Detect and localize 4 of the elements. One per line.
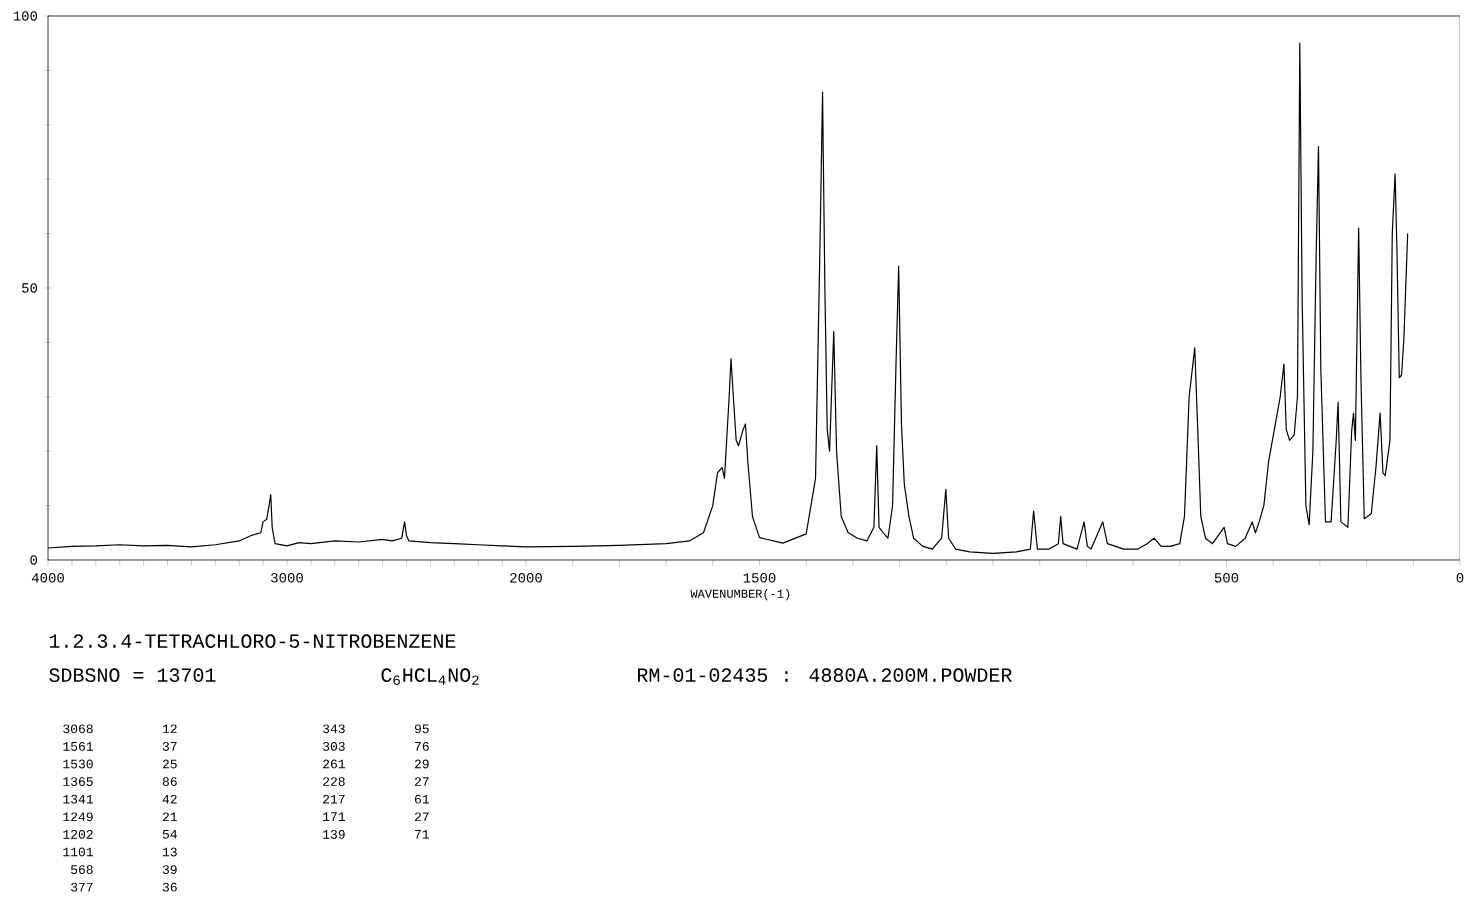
text: SDBSNO = 13701 [49, 668, 216, 682]
text: RM-01-02435 : 4880A.200M.POWDER [637, 668, 1012, 682]
text: 1.2.3.4-TETRACHLORO-5-NITROBENZENE [49, 634, 456, 648]
text: C$_{6}$HCL$_{4}$NO$_{2}$ [381, 668, 479, 685]
